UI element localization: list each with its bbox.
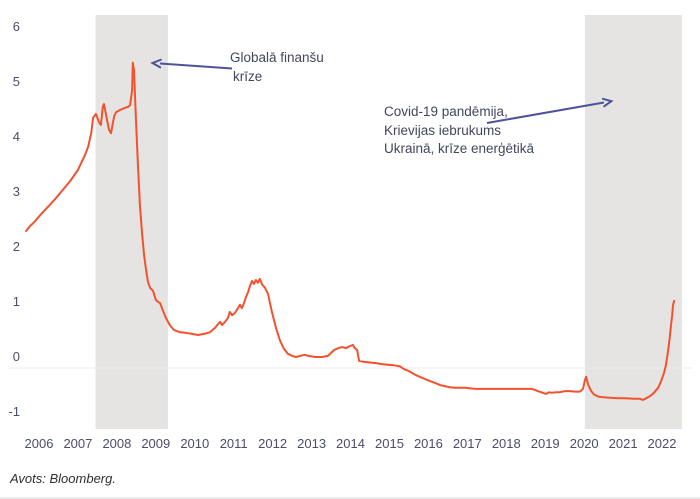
x-axis-label: 2016 (414, 436, 443, 451)
series-line (25, 61, 676, 401)
x-axis-label: 2011 (220, 436, 248, 451)
x-axis-label: 2020 (570, 436, 599, 451)
x-axis-label: 2010 (180, 436, 209, 451)
x-axis-label: 2009 (141, 436, 170, 451)
x-axis-label: 2007 (63, 436, 92, 451)
x-axis-label: 2022 (648, 436, 677, 451)
covid-annotation-arrow (486, 97, 614, 124)
gfc-annotation: Globalā finanšu krīze (230, 48, 324, 86)
covid-annotation-line: Ukrainā, krīze enerģētikā (384, 141, 535, 156)
bottom-divider (0, 497, 700, 499)
chart-plot-area: 6 5 4 3 2 1 0 -1 2006 2007 2008 2009 2010 2011 2012 201… (8, 15, 692, 451)
gfc-annotation-arrow (150, 58, 233, 70)
x-axis-label: 2021 (609, 436, 638, 451)
x-axis-label: 2018 (492, 436, 521, 451)
x-axis-label: 2015 (375, 436, 404, 451)
x-axis-label: 2012 (258, 436, 287, 451)
x-axis-label: 2008 (102, 436, 131, 451)
covid-annotation-line: Covid-19 pandēmija, (384, 104, 508, 119)
y-axis-label: 3 (13, 184, 20, 199)
gfc-annotation-line: Globalā finanšu (230, 50, 324, 65)
x-axis-label: 2006 (25, 436, 54, 451)
y-axis-label: 5 (13, 74, 20, 89)
y-axis-label: 4 (13, 129, 20, 144)
highlight-band-2 (584, 15, 682, 429)
x-axis-label: 2013 (297, 436, 326, 451)
x-axis-label: 2017 (453, 436, 482, 451)
x-axis-label: 2014 (336, 436, 365, 451)
covid-annotation: Covid-19 pandēmija, Krievijas iebrukums … (384, 103, 534, 159)
x-axis-label: 2019 (531, 436, 560, 451)
gfc-annotation-line: krīze (233, 69, 263, 84)
y-axis-label: -1 (8, 404, 20, 419)
y-axis-label: 1 (13, 294, 20, 309)
y-axis-label: 0 (13, 349, 20, 364)
y-axis-label: 6 (13, 19, 20, 34)
covid-annotation-line: Krievijas iebrukums (384, 122, 502, 138)
annotation-arrows (150, 58, 614, 124)
source-note: Avots: Bloomberg. (10, 471, 116, 486)
y-axis-label: 2 (13, 239, 20, 254)
